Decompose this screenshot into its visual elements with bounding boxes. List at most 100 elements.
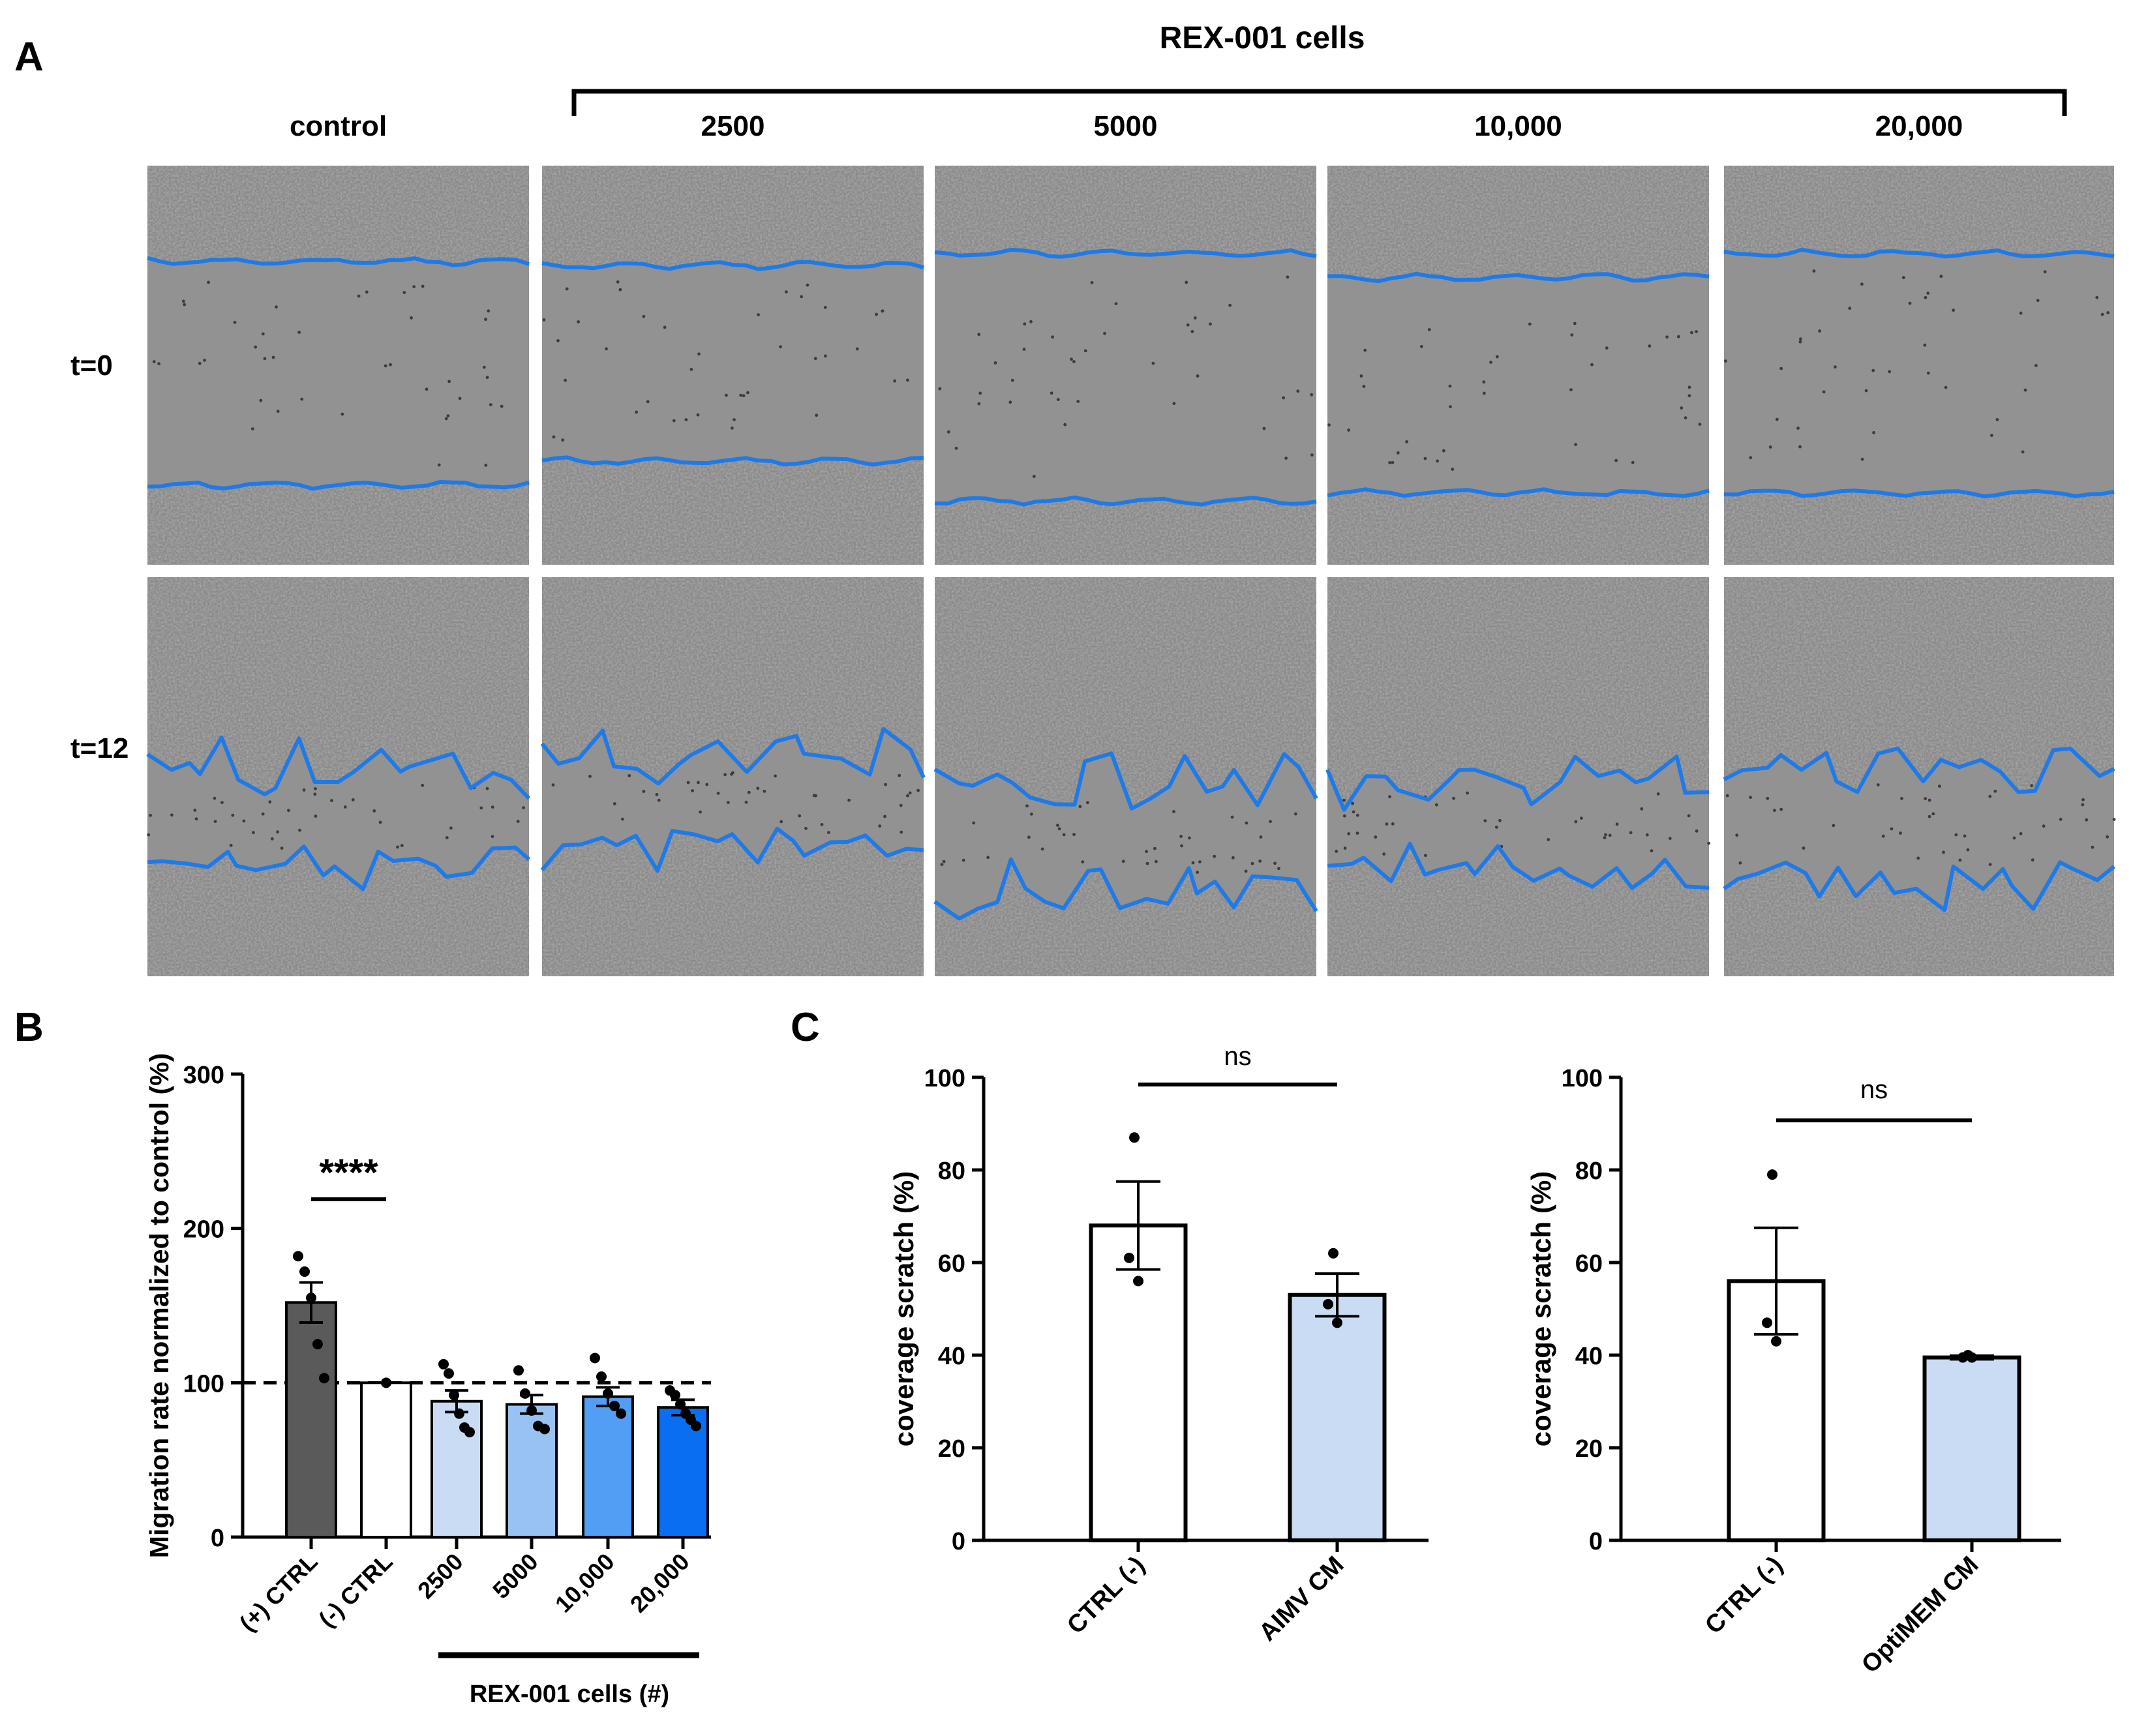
- data-point: [526, 1405, 537, 1416]
- debris-dot: [1032, 475, 1036, 478]
- row-label-1: t=12: [70, 732, 129, 764]
- debris-dot: [203, 359, 206, 362]
- data-point: [520, 1388, 530, 1399]
- debris-dot: [298, 828, 301, 832]
- debris-dot: [1604, 833, 1607, 837]
- scratch-gap: [935, 249, 1316, 505]
- debris-dot: [942, 860, 946, 863]
- scratch-gap: [147, 258, 529, 489]
- debris-dot: [1427, 328, 1431, 331]
- micrograph-r0-c2: [934, 166, 1317, 565]
- debris-dot: [1680, 406, 1684, 410]
- debris-dot: [1286, 275, 1290, 279]
- debris-dot: [655, 793, 659, 796]
- debris-dot: [1436, 459, 1440, 463]
- debris-dot: [1070, 357, 1073, 361]
- debris-dot: [437, 463, 441, 467]
- data-point: [306, 1293, 316, 1304]
- wound-edge-bottom: [933, 857, 1318, 921]
- debris-dot: [1103, 331, 1106, 335]
- debris-dot: [1690, 331, 1693, 335]
- debris-dot: [1083, 349, 1087, 353]
- data-point: [1133, 1276, 1143, 1287]
- data-point: [1323, 1298, 1333, 1309]
- debris-dot: [1901, 276, 1905, 280]
- debris-dot: [421, 783, 425, 787]
- debris-dot: [684, 418, 688, 421]
- debris-dot: [746, 391, 749, 395]
- debris-dot: [1351, 801, 1355, 805]
- debris-dot: [479, 806, 483, 810]
- debris-dot: [1482, 391, 1486, 395]
- debris-dot: [804, 826, 808, 830]
- debris-dot: [1209, 322, 1212, 326]
- debris-dot: [646, 400, 650, 404]
- debris-dot: [314, 787, 317, 790]
- wound-edge-top: [1723, 247, 2115, 259]
- debris-dot: [1245, 821, 1248, 825]
- wound-edge-bottom: [147, 480, 530, 491]
- chart-coverage-optimem: 0 20 40 60 80 100 coverage scratch (%) CTRL (-)…: [1526, 1065, 2061, 1679]
- bar: [360, 1381, 412, 1538]
- debris-dot: [1382, 852, 1386, 856]
- debris-dot: [635, 410, 639, 414]
- category-label: (+) CTRL: [234, 1548, 323, 1637]
- debris-dot: [170, 813, 174, 817]
- debris-dot: [940, 863, 944, 866]
- debris-dot: [1942, 850, 1945, 854]
- wound-edge-top: [1325, 755, 1710, 812]
- debris-dot: [742, 394, 746, 398]
- debris-dot: [1076, 400, 1080, 403]
- debris-dot: [1258, 860, 1262, 863]
- y-tick-label: 300: [183, 1062, 224, 1089]
- debris-dot: [820, 823, 824, 826]
- debris-dot: [1928, 815, 1931, 818]
- debris-dot: [1822, 390, 1826, 394]
- debris-dot: [149, 813, 153, 817]
- debris-dot: [747, 790, 751, 794]
- debris-dot: [938, 387, 942, 391]
- debris-dot: [2012, 836, 2016, 840]
- data-point: [691, 1420, 701, 1431]
- debris-dot: [1724, 359, 1727, 363]
- debris-dot: [314, 815, 318, 818]
- wound-edge-top: [147, 256, 530, 267]
- wound-edge-top: [933, 751, 1318, 811]
- debris-dot: [1640, 807, 1644, 811]
- debris-dot: [1153, 846, 1157, 850]
- debris-dot: [1396, 451, 1400, 455]
- debris-dot: [1232, 856, 1235, 860]
- debris-dot: [561, 438, 565, 442]
- debris-dot: [725, 393, 728, 397]
- panel-b-letter: B: [14, 1005, 44, 1050]
- wound-edge-top: [1723, 746, 2115, 794]
- bar: [506, 1403, 558, 1538]
- bar: [1922, 1355, 2021, 1543]
- row-label-0: t=0: [70, 350, 113, 382]
- debris-dot: [1078, 805, 1082, 809]
- debris-dot: [697, 352, 701, 356]
- debris-dot: [343, 805, 347, 809]
- debris-dot: [500, 404, 504, 408]
- debris-dot: [1908, 301, 1912, 305]
- debris-dot: [1695, 330, 1698, 333]
- debris-dot: [1656, 792, 1660, 796]
- y-tick-label: 0: [211, 1525, 224, 1552]
- debris-dot: [2095, 295, 2099, 299]
- debris-dot: [774, 774, 777, 778]
- debris-dot: [1391, 460, 1395, 464]
- debris-dot: [491, 805, 494, 809]
- debris-dot: [487, 309, 491, 313]
- category-label: 20,000: [625, 1548, 695, 1618]
- debris-dot: [1995, 418, 1999, 421]
- column-label-1: 2500: [701, 110, 765, 142]
- y-axis-label: coverage scratch (%): [888, 1171, 919, 1447]
- data-point: [293, 1251, 303, 1262]
- scratch-gap: [1327, 756, 1709, 888]
- data-point: [609, 1400, 620, 1411]
- debris-dot: [458, 397, 462, 400]
- debris-dot: [365, 290, 369, 294]
- debris-dot: [1494, 826, 1498, 829]
- debris-dot: [2106, 311, 2110, 314]
- debris-dot: [1063, 423, 1067, 427]
